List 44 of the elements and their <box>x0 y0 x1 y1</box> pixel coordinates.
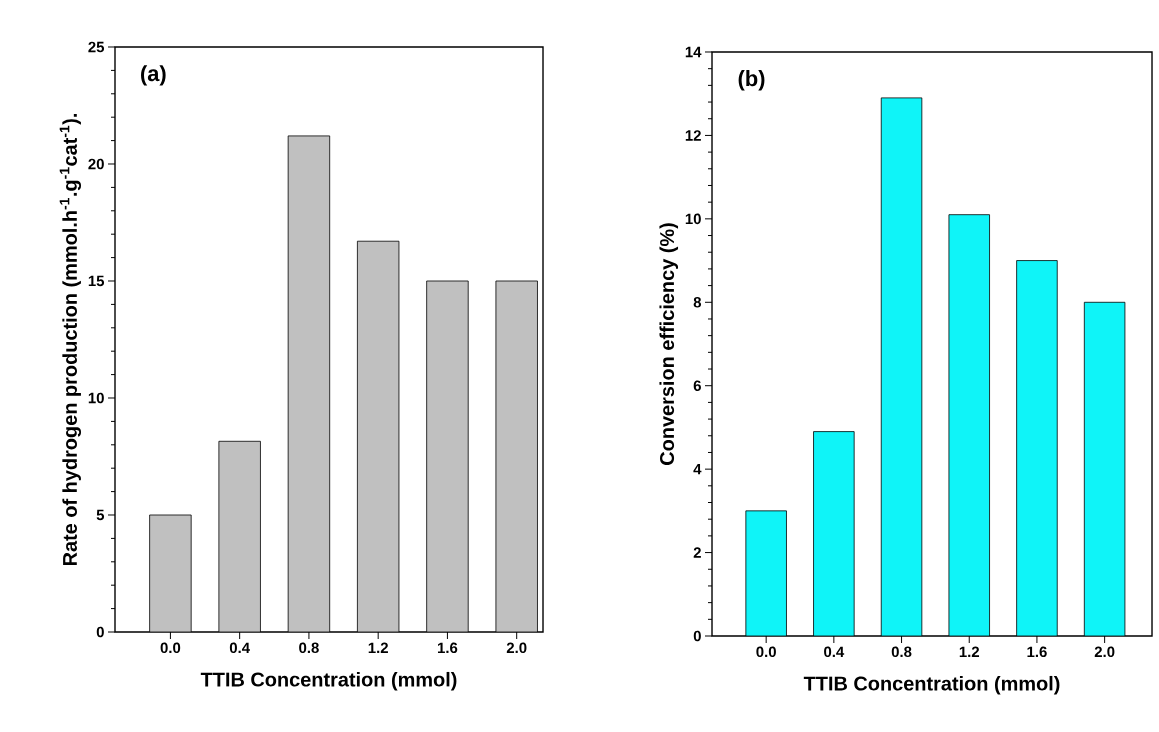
y-axis-title: Rate of hydrogen production (mmol.h$^{-1}$.g$^{-1}$cat$^{-1}$). <box>59 113 82 566</box>
bar <box>1083 301 1126 636</box>
x-tick-label: 1.6 <box>1027 646 1047 658</box>
x-tick-label: 0.4 <box>824 646 845 658</box>
bar <box>880 97 923 636</box>
y-tick-label: 10 <box>685 213 701 225</box>
y-tick-label: 4 <box>693 464 702 475</box>
x-axis-title: TTIB Concentration (mmol) <box>200 671 457 691</box>
x-tick-label: 2.0 <box>506 642 527 654</box>
bar <box>948 214 990 636</box>
bar <box>218 440 261 632</box>
x-tick-label: 1.2 <box>959 646 980 657</box>
x-tick-label: 0.0 <box>160 642 181 654</box>
x-tick-label: 0.8 <box>299 642 319 654</box>
y-tick-label: 14 <box>685 46 702 58</box>
bar <box>813 431 855 636</box>
y-tick-label: 6 <box>693 380 701 391</box>
bar <box>149 514 192 632</box>
y-tick-label: 12 <box>685 130 701 141</box>
x-tick-label: 1.2 <box>368 642 388 653</box>
y-tick-label: 10 <box>88 392 104 404</box>
y-tick-label: 15 <box>88 275 105 287</box>
bar <box>287 135 331 632</box>
x-tick-label: 0.8 <box>891 646 912 658</box>
x-axis-title: TTIB Concentration (mmol) <box>803 675 1060 695</box>
y-tick-label: 20 <box>88 158 104 170</box>
bar <box>495 280 538 632</box>
y-tick-label: 0 <box>693 630 701 642</box>
y-tick-label: 8 <box>693 296 702 308</box>
y-tick-label: 2 <box>693 547 701 558</box>
y-axis-title: Conversion efficiency (%) <box>659 223 679 465</box>
x-tick-label: 1.6 <box>437 642 458 654</box>
bar <box>426 280 469 632</box>
annotation: (b) <box>738 70 765 91</box>
y-tick-label: 25 <box>88 41 105 53</box>
bar <box>745 510 787 636</box>
y-tick-label: 5 <box>96 509 105 521</box>
x-tick-label: 0.0 <box>756 646 776 658</box>
x-tick-label: 0.4 <box>229 642 250 654</box>
y-tick-label: 0 <box>96 626 104 638</box>
bar <box>357 240 400 632</box>
x-tick-label: 2.0 <box>1094 646 1115 658</box>
bar <box>1016 260 1058 636</box>
annotation: (a) <box>141 65 166 86</box>
